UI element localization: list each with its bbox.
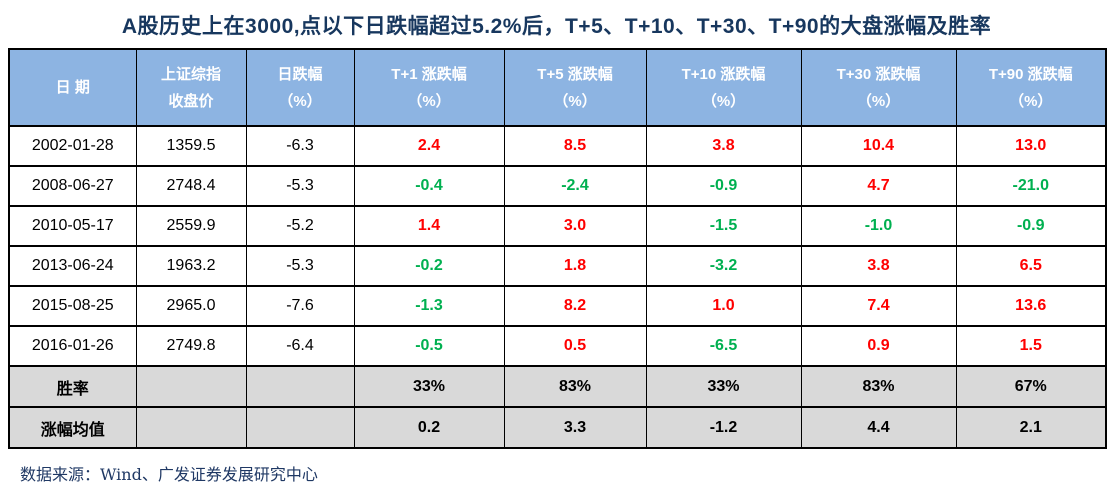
summary-value-t30: 4.4: [800, 406, 957, 449]
cell-t30: 10.4: [800, 125, 957, 167]
cell-t5: 8.5: [503, 125, 647, 167]
table-row: 2013-06-24 1963.2 -5.3 -0.2 1.8 -3.2 3.8 6.5: [8, 245, 1107, 287]
summary-label: 涨幅均值: [8, 406, 137, 449]
cell-close: 2748.4: [135, 165, 247, 207]
cell-t90: -21.0: [955, 165, 1107, 207]
cell-t10: -6.5: [645, 325, 802, 367]
table-row: 2010-05-17 2559.9 -5.2 1.4 3.0 -1.5 -1.0 -0.9: [8, 205, 1107, 247]
summary-label: 胜率: [8, 365, 137, 408]
column-header-drop: 日跌幅 （%）: [245, 48, 355, 127]
cell-t5: 8.2: [503, 285, 647, 327]
cell-drop: -7.6: [245, 285, 355, 327]
summary-value-t1: 33%: [353, 365, 505, 408]
cell-t90: 13.0: [955, 125, 1107, 167]
cell-t30: -1.0: [800, 205, 957, 247]
cell-t1: -0.2: [353, 245, 505, 287]
cell-t1: -0.5: [353, 325, 505, 367]
cell-t90: 6.5: [955, 245, 1107, 287]
summary-row: 涨幅均值 0.2 3.3 -1.2 4.4 2.1: [8, 406, 1107, 449]
cell-close: 1359.5: [135, 125, 247, 167]
table-row: 2008-06-27 2748.4 -5.3 -0.4 -2.4 -0.9 4.7 -21.0: [8, 165, 1107, 207]
table-row: 2016-01-26 2749.8 -6.4 -0.5 0.5 -6.5 0.9 1.5: [8, 325, 1107, 367]
cell-close: 2559.9: [135, 205, 247, 247]
cell-t1: 2.4: [353, 125, 505, 167]
cell-drop: -5.3: [245, 165, 355, 207]
cell-t30: 4.7: [800, 165, 957, 207]
cell-t10: 1.0: [645, 285, 802, 327]
cell-close: 2749.8: [135, 325, 247, 367]
column-header-t30: T+30 涨跌幅 （%）: [800, 48, 957, 127]
summary-value-drop: [245, 406, 355, 449]
summary-value-t10: 33%: [645, 365, 802, 408]
cell-t1: -1.3: [353, 285, 505, 327]
cell-date: 2016-01-26: [8, 325, 137, 367]
cell-close: 1963.2: [135, 245, 247, 287]
cell-date: 2002-01-28: [8, 125, 137, 167]
summary-value-close: [135, 406, 247, 449]
table-row: 2002-01-28 1359.5 -6.3 2.4 8.5 3.8 10.4 13.0: [8, 125, 1107, 167]
cell-t10: -3.2: [645, 245, 802, 287]
cell-t5: 3.0: [503, 205, 647, 247]
cell-t30: 3.8: [800, 245, 957, 287]
data-source: 数据来源：Wind、广发证券发展研究中心: [20, 465, 318, 484]
cell-t90: 13.6: [955, 285, 1107, 327]
column-header-t90: T+90 涨跌幅 （%）: [955, 48, 1107, 127]
column-header-date: 日 期: [8, 48, 137, 127]
summary-value-t1: 0.2: [353, 406, 505, 449]
cell-t10: -1.5: [645, 205, 802, 247]
cell-date: 2010-05-17: [8, 205, 137, 247]
table-row: 2015-08-25 2965.0 -7.6 -1.3 8.2 1.0 7.4 13.6: [8, 285, 1107, 327]
summary-row: 胜率 33% 83% 33% 83% 67%: [8, 365, 1107, 408]
cell-t90: -0.9: [955, 205, 1107, 247]
summary-value-t90: 67%: [955, 365, 1107, 408]
cell-date: 2013-06-24: [8, 245, 137, 287]
summary-value-t5: 83%: [503, 365, 647, 408]
cell-t30: 7.4: [800, 285, 957, 327]
cell-t10: 3.8: [645, 125, 802, 167]
cell-t1: 1.4: [353, 205, 505, 247]
cell-close: 2965.0: [135, 285, 247, 327]
summary-value-t30: 83%: [800, 365, 957, 408]
table-header-row: 日 期上证综指 收盘价 日跌幅 （%） T+1 涨跌幅 （%） T+5 涨跌幅 （%） T+10…: [8, 48, 1107, 127]
cell-date: 2008-06-27: [8, 165, 137, 207]
cell-t5: 1.8: [503, 245, 647, 287]
cell-date: 2015-08-25: [8, 285, 137, 327]
page-title: A股历史上在3000,点以下日跌幅超过5.2%后，T+5、T+10、T+30、T…: [121, 15, 992, 38]
summary-value-close: [135, 365, 247, 408]
cell-drop: -6.3: [245, 125, 355, 167]
summary-value-t90: 2.1: [955, 406, 1107, 449]
summary-value-t5: 3.3: [503, 406, 647, 449]
cell-drop: -5.3: [245, 245, 355, 287]
column-header-t1: T+1 涨跌幅 （%）: [353, 48, 505, 127]
cell-t1: -0.4: [353, 165, 505, 207]
summary-value-drop: [245, 365, 355, 408]
data-table: 日 期上证综指 收盘价 日跌幅 （%） T+1 涨跌幅 （%） T+5 涨跌幅 （%） T+10…: [8, 48, 1107, 449]
cell-t5: -2.4: [503, 165, 647, 207]
column-header-close: 上证综指 收盘价: [135, 48, 247, 127]
column-header-t10: T+10 涨跌幅 （%）: [645, 48, 802, 127]
cell-t10: -0.9: [645, 165, 802, 207]
cell-drop: -5.2: [245, 205, 355, 247]
cell-drop: -6.4: [245, 325, 355, 367]
cell-t90: 1.5: [955, 325, 1107, 367]
column-header-t5: T+5 涨跌幅 （%）: [503, 48, 647, 127]
cell-t5: 0.5: [503, 325, 647, 367]
summary-value-t10: -1.2: [645, 406, 802, 449]
cell-t30: 0.9: [800, 325, 957, 367]
